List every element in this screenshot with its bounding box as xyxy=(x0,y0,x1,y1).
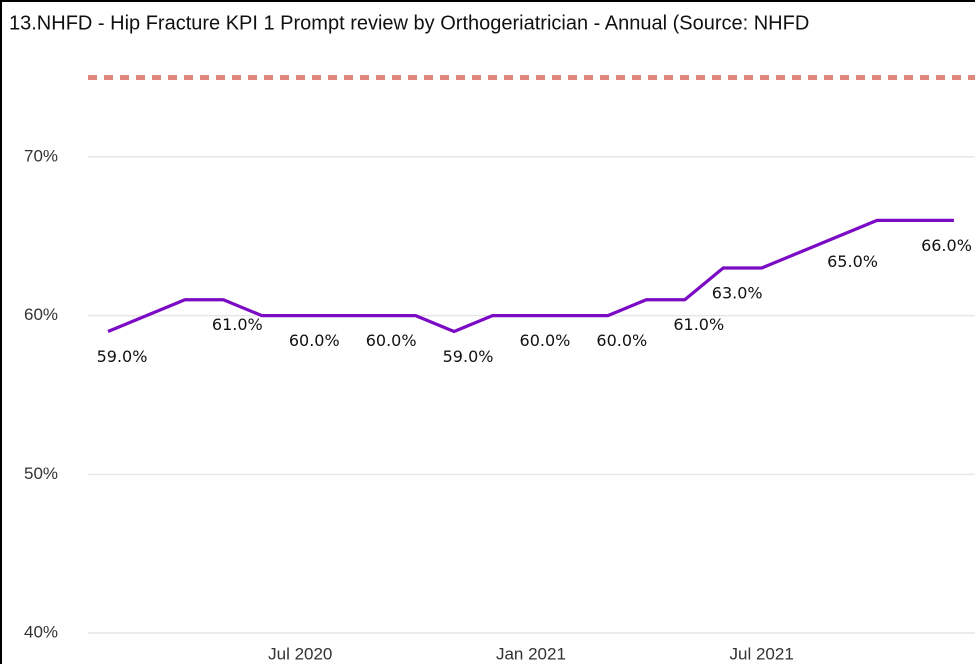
y-tick-label: 40% xyxy=(24,623,58,642)
data-label: 60.0% xyxy=(596,331,647,350)
data-label: 66.0% xyxy=(921,236,972,255)
data-label: 63.0% xyxy=(712,284,763,303)
data-label: 60.0% xyxy=(520,331,571,350)
series-line xyxy=(107,218,954,334)
x-tick-label: Jul 2021 xyxy=(730,644,794,663)
data-label: 59.0% xyxy=(443,347,494,366)
data-label: 61.0% xyxy=(673,315,724,334)
y-tick-label: 70% xyxy=(24,146,58,165)
x-tick-label: Jul 2020 xyxy=(268,644,332,663)
y-tick-label: 50% xyxy=(24,464,58,483)
data-label: 59.0% xyxy=(97,347,148,366)
data-label: 60.0% xyxy=(289,331,340,350)
data-label: 60.0% xyxy=(366,331,417,350)
chart-title: 13.NHFD - Hip Fracture KPI 1 Prompt revi… xyxy=(9,12,809,34)
data-label: 61.0% xyxy=(212,315,263,334)
y-tick-label: 60% xyxy=(24,305,58,324)
data-label: 65.0% xyxy=(827,252,878,271)
x-tick-label: Jan 2021 xyxy=(496,644,566,663)
